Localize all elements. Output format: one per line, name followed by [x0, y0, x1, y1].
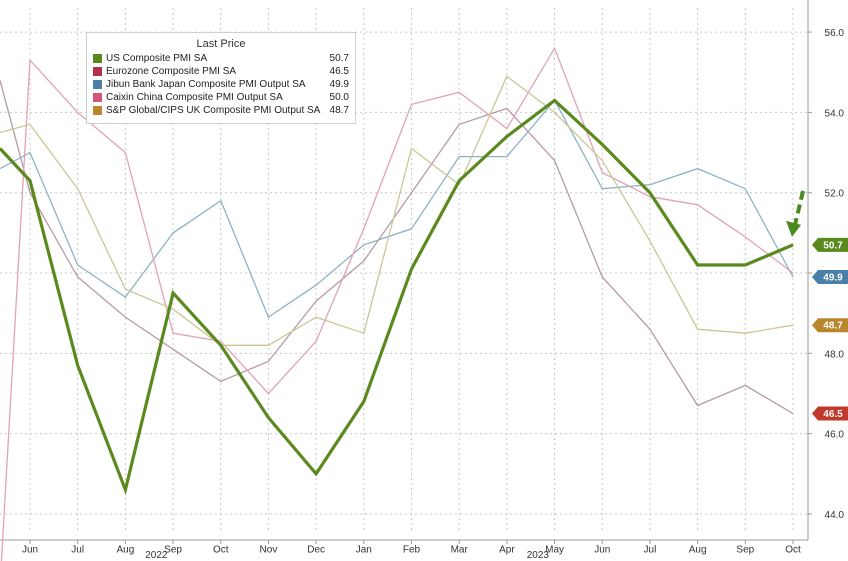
arrow-shaft	[793, 190, 805, 226]
legend-entry-value: 46.5	[329, 66, 349, 77]
y-tick-label: 52.0	[825, 189, 845, 200]
end-value-text: 49.9	[823, 273, 843, 284]
end-labels: 50.7 49.9 48.7 46.5	[812, 237, 848, 421]
x-tick-label: Dec	[307, 544, 325, 555]
series-line	[0, 80, 794, 415]
end-value-text: 46.5	[823, 409, 843, 420]
end-value-tag	[812, 270, 848, 285]
series-line	[0, 98, 794, 496]
arrow-head	[786, 220, 801, 237]
end-value-tag	[812, 318, 848, 333]
x-tick-label: Nov	[260, 544, 278, 555]
legend-entry-name: Caixin China Composite PMI Output SA	[106, 92, 283, 103]
y-tick-label: 48.0	[825, 349, 845, 360]
x-tick-label: Jun	[594, 544, 610, 555]
x-tick-label: Oct	[785, 544, 801, 555]
x-tick-label: May	[545, 544, 564, 555]
legend-entry-china: Caixin China Composite PMI Output SA 50.…	[93, 92, 351, 104]
legend: Last Price US Composite PMI SA 50.7 Euro…	[86, 32, 356, 124]
x-tick-label: Mar	[451, 544, 469, 555]
legend-entry-us: US Composite PMI SA 50.7	[93, 53, 351, 65]
legend-entry-value: 48.7	[329, 105, 349, 116]
x-tick-label: Aug	[116, 544, 134, 555]
x-axis: Jun Jul Aug Sep Oct Nov Dec Jan Feb Mar Apr May Jun J…	[22, 540, 801, 561]
end-value-text: 50.7	[823, 240, 843, 251]
series-line	[0, 99, 794, 319]
legend-entry-name: Eurozone Composite PMI SA	[106, 66, 237, 77]
x-tick-label: Jan	[356, 544, 372, 555]
end-value-text: 48.7	[823, 321, 843, 332]
legend-swatch	[93, 54, 102, 63]
series-line	[0, 46, 794, 561]
legend-swatch	[93, 80, 102, 89]
legend-entry-value: 50.7	[329, 53, 349, 64]
legend-title: Last Price	[196, 38, 246, 50]
x-tick-label: Sep	[736, 544, 754, 555]
legend-entry-japan: Jibun Bank Japan Composite PMI Output SA…	[93, 79, 351, 91]
x-year-label: 2023	[527, 550, 550, 561]
y-tick-label: 54.0	[825, 108, 845, 119]
legend-swatch	[93, 67, 102, 76]
x-tick-label: Jun	[22, 544, 38, 555]
end-value-tag	[812, 237, 848, 252]
x-tick-label: Sep	[164, 544, 182, 555]
x-year-label: 2022	[145, 550, 168, 561]
x-tick-label: Feb	[403, 544, 421, 555]
x-tick-label: Oct	[213, 544, 229, 555]
y-tick-label: 46.0	[825, 430, 845, 441]
series-line	[0, 75, 794, 346]
series-lines	[0, 46, 794, 561]
x-tick-label: Jul	[644, 544, 657, 555]
end-value-tag	[812, 406, 848, 421]
legend-swatch	[93, 106, 102, 115]
legend-entry-value: 49.9	[329, 79, 349, 90]
legend-swatch	[93, 93, 102, 102]
y-tick-label: 44.0	[825, 510, 845, 521]
y-tick-label: 56.0	[825, 28, 845, 39]
x-tick-label: Apr	[499, 544, 515, 555]
x-tick-label: Aug	[689, 544, 707, 555]
legend-entry-uk: S&P Global/CIPS UK Composite PMI Output …	[93, 105, 351, 117]
legend-entry-name: S&P Global/CIPS UK Composite PMI Output …	[106, 105, 321, 116]
dashed-arrow-annotation	[786, 190, 805, 237]
legend-entry-value: 50.0	[329, 92, 349, 103]
legend-entry-eurozone: Eurozone Composite PMI SA 46.5	[93, 66, 351, 78]
x-tick-label: Jul	[71, 544, 84, 555]
legend-entry-name: Jibun Bank Japan Composite PMI Output SA	[106, 79, 306, 90]
legend-entry-name: US Composite PMI SA	[106, 53, 208, 64]
